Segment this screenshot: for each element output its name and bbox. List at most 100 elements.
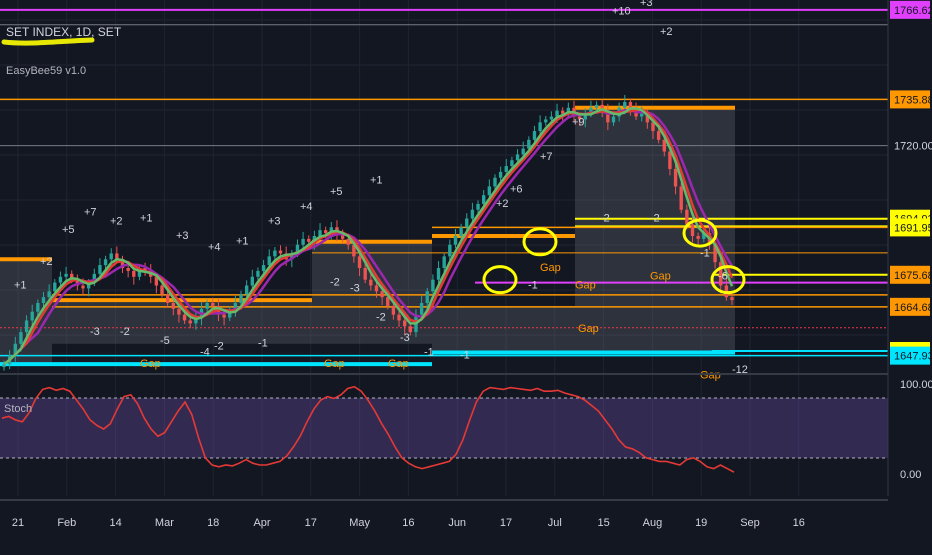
count-label: -3 [350, 282, 360, 294]
candle [103, 259, 108, 266]
candle [397, 314, 401, 321]
candle [188, 320, 192, 324]
count-label: +9 [572, 116, 585, 128]
price-tag-label: 1675.68 [894, 270, 932, 282]
time-tick-label: 19 [695, 517, 707, 529]
price-tag-label: 1664.68 [894, 302, 932, 314]
count-label: -2 [376, 311, 386, 323]
range-box [312, 241, 432, 344]
candle [165, 294, 170, 303]
candle [577, 116, 582, 120]
count-label: +2 [110, 215, 123, 227]
candle [566, 107, 571, 114]
candle [154, 276, 159, 286]
symbol-title: SET INDEX, 1D, SET [6, 25, 122, 39]
candle [527, 139, 531, 149]
candle [363, 268, 367, 280]
time-tick-label: Aug [643, 517, 663, 529]
count-label: -1 [424, 346, 434, 358]
time-tick-label: 17 [500, 517, 512, 529]
candle [346, 238, 350, 245]
time-tick-label: Apr [253, 517, 270, 529]
candle [679, 186, 683, 210]
highlight-circle [682, 218, 718, 248]
candle [267, 256, 271, 266]
candle [194, 317, 198, 324]
candle [685, 209, 689, 225]
candle [730, 297, 734, 301]
candle [391, 305, 396, 315]
gap-label: Gap [324, 358, 345, 370]
stoch-tick-label: 100.00 [900, 379, 932, 391]
candle [256, 270, 260, 277]
ma-fast-line [3, 107, 734, 366]
candle [690, 224, 695, 236]
candle [436, 268, 441, 280]
candle [442, 256, 446, 269]
time-tick-label: 14 [109, 517, 121, 529]
count-label: -4 [200, 346, 210, 358]
time-tick-label: 18 [207, 517, 219, 529]
candle [24, 320, 29, 333]
candle [81, 285, 85, 289]
candle [465, 218, 469, 228]
stoch-tick-label: 0.00 [900, 469, 921, 481]
time-axis[interactable] [0, 502, 888, 550]
candle [86, 282, 91, 289]
candle [498, 171, 503, 178]
candle [329, 227, 334, 234]
candle [702, 233, 706, 239]
candle [402, 320, 407, 327]
indicator-name: EasyBee59 v1.0 [6, 65, 86, 77]
candle [290, 253, 294, 260]
count-label: +6 [510, 183, 523, 195]
candle [532, 131, 537, 140]
gap-label: Gap [575, 279, 596, 291]
price-tag-label: 1766.62 [894, 5, 932, 17]
count-label: +2 [496, 198, 509, 210]
candle [98, 265, 102, 274]
time-tick-label: 21 [12, 517, 24, 529]
candle [521, 148, 525, 155]
candle [470, 209, 475, 219]
candle [374, 285, 379, 292]
count-label: -12 [732, 364, 748, 376]
candle [137, 268, 142, 277]
time-tick-label: May [349, 517, 370, 529]
price-tag [890, 218, 930, 237]
candle [2, 364, 6, 368]
count-label: -1 [258, 338, 268, 350]
stoch-band [0, 398, 888, 458]
candle [318, 230, 322, 236]
candle [19, 332, 23, 344]
candle [713, 244, 717, 263]
count-label: +5 [62, 224, 75, 236]
candle [70, 273, 74, 280]
candle [211, 302, 215, 306]
candle [233, 302, 238, 312]
candle [205, 302, 209, 309]
candle [696, 235, 700, 239]
candle [538, 122, 542, 132]
gap-label: Gap [578, 323, 599, 335]
candle [160, 285, 164, 295]
candle [120, 259, 125, 269]
candle [109, 253, 113, 260]
highlight-circle [710, 265, 746, 295]
price-tag-label: 1647.93 [894, 351, 932, 363]
gap-label: Gap [388, 358, 409, 370]
candle [369, 279, 373, 286]
time-tick-label: Jun [448, 517, 466, 529]
candle [606, 110, 610, 123]
candle [482, 195, 486, 204]
stoch-label: Stoch [4, 403, 32, 415]
gap-label: Gap [650, 271, 671, 283]
candle [419, 302, 424, 315]
price-tag-label: 1691.95 [894, 222, 932, 234]
candle [448, 244, 452, 257]
time-tick-label: Mar [155, 517, 174, 529]
candle [628, 101, 633, 108]
count-label: +3 [640, 0, 653, 9]
count-label: +1 [140, 212, 153, 224]
